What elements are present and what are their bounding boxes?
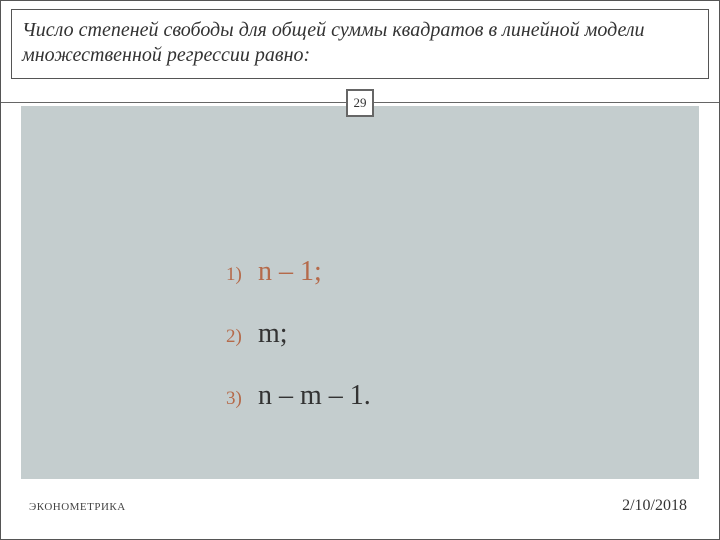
question-text: Число степеней свободы для общей суммы к… [22, 19, 645, 66]
option-number: 2) [226, 326, 258, 348]
option-3: 3) n – m – 1. [226, 380, 371, 412]
body-area: 1) n – 1; 2) m; 3) n – m – 1. [21, 106, 699, 479]
option-number: 1) [226, 264, 258, 286]
option-text: n – m – 1. [258, 380, 371, 412]
footer-right: 2/10/2018 [622, 497, 687, 515]
option-text: n – 1; [258, 256, 322, 288]
option-number: 3) [226, 388, 258, 410]
slide: Число степеней свободы для общей суммы к… [0, 0, 720, 540]
option-text: m; [258, 318, 288, 350]
footer-left: ЭКОНОМЕТРИКА [29, 501, 126, 513]
options-list: 1) n – 1; 2) m; 3) n – m – 1. [226, 256, 371, 442]
page-number-badge: 29 [346, 89, 374, 117]
question-header: Число степеней свободы для общей суммы к… [11, 9, 709, 79]
option-1: 1) n – 1; [226, 256, 371, 288]
option-2: 2) m; [226, 318, 371, 350]
page-number: 29 [354, 95, 367, 111]
